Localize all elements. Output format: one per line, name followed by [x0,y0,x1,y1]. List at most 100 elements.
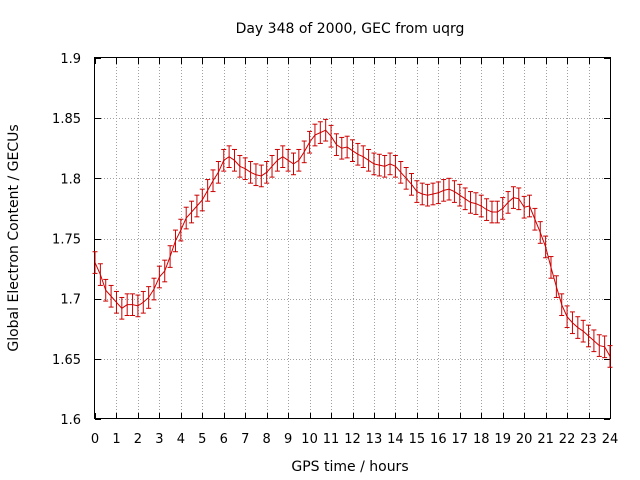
plot-frame [94,57,611,419]
y-tick-label: 1.65 [52,353,81,368]
data-point-error-bar [548,256,554,279]
x-tick-label: 19 [494,432,511,447]
x-tick-label: 22 [559,432,576,447]
data-point-error-bar [156,265,162,289]
data-point-error-bar [494,200,500,224]
data-point-error-bar [537,221,543,244]
x-tick-label: 11 [323,432,340,447]
y-tick-label: 1.8 [60,172,81,187]
data-point-error-bar [435,181,441,205]
data-point-error-bar [172,229,178,253]
chart-title: Day 348 of 2000, GEC from uqrg [236,21,465,37]
x-tick-label: 2 [134,432,142,447]
data-point-error-bar [441,179,447,202]
data-point-error-bar [366,148,372,172]
data-point-error-bar [607,345,613,368]
data-point-error-bar [532,207,538,231]
data-point-error-bar [280,145,286,169]
x-tick-label: 8 [263,432,271,447]
data-point-error-bar [451,180,457,203]
data-point-error-bar [521,195,527,219]
data-point-error-bar [559,293,565,317]
data-point-error-bar [355,142,361,166]
data-point-error-bar [210,169,216,193]
axis-ticks: 0 1 2 3 4 5 6 7 8 9 10 11 12 13 14 15 16 17 18 19 20 21 22 23 24… [52,52,618,447]
data-point-error-bar [135,294,141,318]
data-point-error-bar [215,160,221,184]
y-tick-label: 1.9 [60,52,81,67]
data-point-error-bar [344,135,350,159]
data-point-error-bar [328,124,334,148]
data-point-error-bar [226,145,232,169]
x-tick-label: 12 [344,432,361,447]
data-point-error-bar [569,311,575,335]
data-point-error-bar [253,163,259,187]
data-point-error-bar [178,218,184,242]
data-point-error-bar [580,319,586,343]
x-tick-label: 17 [452,432,469,447]
data-point-error-bar [462,187,468,211]
data-point-error-bar [543,235,549,259]
data-point-error-bar [473,192,479,215]
x-tick-label: 24 [602,432,619,447]
data-point-error-bar [183,206,189,230]
data-point-error-bar [392,154,398,178]
x-tick-label: 23 [580,432,597,447]
x-tick-label: 5 [198,432,206,447]
x-tick-label: 7 [241,432,249,447]
data-point-error-bar [124,293,130,317]
data-point-error-bar [446,177,452,201]
data-point-error-bar [602,335,608,359]
data-point-error-bar [323,118,329,142]
data-point-error-bar [269,154,275,178]
series-line [94,129,611,357]
data-point-error-bar [312,123,318,147]
x-tick-label: 3 [155,432,163,447]
x-tick-label: 21 [537,432,554,447]
data-point-error-bar [414,180,420,203]
data-point-error-bar [317,121,323,144]
data-point-error-bar [553,275,559,298]
data-point-error-bar [237,154,243,178]
data-point-error-bar [575,316,581,339]
data-point-error-bar [189,200,195,224]
x-tick-label: 16 [430,432,447,447]
x-tick-label: 6 [220,432,228,447]
data-point-error-bar [167,245,173,268]
data-point-error-bar [119,296,125,320]
x-tick-label: 0 [91,432,99,447]
data-point-error-bar [130,293,136,317]
y-tick-label: 1.6 [60,413,81,428]
data-point-error-bar [151,277,157,301]
data-point-error-bar [264,160,270,184]
grid-lines [95,58,610,419]
data-point-error-bar [301,140,307,164]
data-point-error-bar [586,324,592,348]
y-tick-label: 1.7 [60,293,81,308]
data-point-error-bar [140,290,146,314]
data-point-error-bar [596,334,602,357]
data-point-error-bar [371,152,377,176]
data-point-error-bar [409,173,415,196]
data-point-error-bar [350,139,355,162]
data-series [92,118,613,368]
data-point-error-bar [376,153,382,177]
data-point-error-bar [484,198,490,221]
x-tick-label: 13 [366,432,383,447]
data-point-error-bar [403,167,409,190]
x-tick-label: 15 [409,432,426,447]
data-point-error-bar [468,191,474,214]
data-point-error-bar [103,278,109,302]
x-tick-label: 4 [177,432,185,447]
data-point-error-bar [430,182,436,206]
x-tick-label: 10 [301,432,318,447]
data-point-error-bar [500,197,506,220]
x-tick-label: 20 [516,432,533,447]
y-axis-title: Global Electron Content / GECUs [6,124,22,351]
data-point-error-bar [205,179,211,202]
data-point-error-bar [296,148,302,172]
data-point-error-bar [478,194,484,218]
data-point-error-bar [231,148,237,172]
data-point-error-bar [419,182,425,206]
